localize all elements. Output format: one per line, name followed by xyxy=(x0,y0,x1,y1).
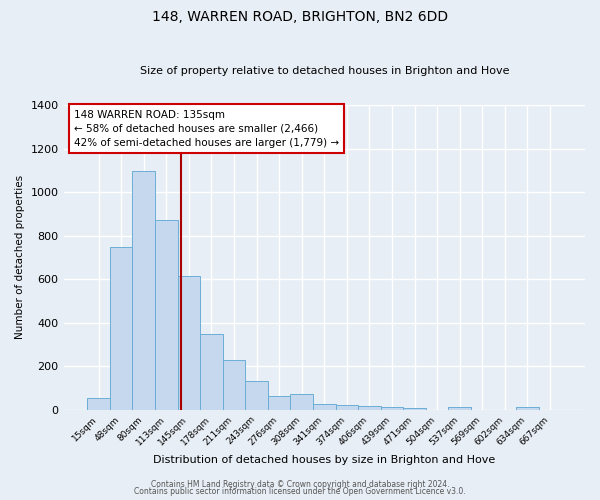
Bar xyxy=(245,381,268,410)
Bar xyxy=(313,404,335,409)
Bar xyxy=(358,406,381,409)
Bar xyxy=(381,407,403,410)
Bar xyxy=(448,407,471,410)
X-axis label: Distribution of detached houses by size in Brighton and Hove: Distribution of detached houses by size … xyxy=(153,455,496,465)
Text: Contains public sector information licensed under the Open Government Licence v3: Contains public sector information licen… xyxy=(134,487,466,496)
Bar xyxy=(335,406,358,409)
Text: 148 WARREN ROAD: 135sqm
← 58% of detached houses are smaller (2,466)
42% of semi: 148 WARREN ROAD: 135sqm ← 58% of detache… xyxy=(74,110,339,148)
Bar xyxy=(223,360,245,410)
Bar xyxy=(155,220,178,410)
Bar xyxy=(403,408,426,410)
Text: 148, WARREN ROAD, BRIGHTON, BN2 6DD: 148, WARREN ROAD, BRIGHTON, BN2 6DD xyxy=(152,10,448,24)
Y-axis label: Number of detached properties: Number of detached properties xyxy=(15,176,25,340)
Text: Contains HM Land Registry data © Crown copyright and database right 2024.: Contains HM Land Registry data © Crown c… xyxy=(151,480,449,489)
Bar xyxy=(133,172,155,410)
Bar xyxy=(516,407,539,410)
Bar xyxy=(268,396,290,409)
Bar xyxy=(178,276,200,409)
Title: Size of property relative to detached houses in Brighton and Hove: Size of property relative to detached ho… xyxy=(140,66,509,76)
Bar xyxy=(87,398,110,409)
Bar xyxy=(200,334,223,409)
Bar xyxy=(290,394,313,409)
Bar xyxy=(110,246,133,410)
